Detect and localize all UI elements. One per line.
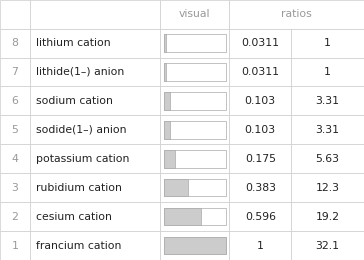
Text: 8: 8 (12, 38, 18, 48)
Bar (0, 0, 30, 29)
Bar (160, 202, 229, 231)
Bar (164, 92, 170, 110)
Text: 0.383: 0.383 (245, 183, 276, 193)
Bar (164, 63, 226, 81)
Text: potassium cation: potassium cation (36, 154, 130, 164)
Bar (0, 202, 30, 231)
Bar (164, 179, 187, 197)
Bar (0, 86, 30, 115)
Text: 12.3: 12.3 (316, 183, 340, 193)
Bar (0, 115, 30, 144)
Text: 5.63: 5.63 (316, 154, 340, 164)
Bar (164, 34, 226, 52)
Bar (30, 173, 160, 202)
Bar (164, 150, 226, 167)
Bar (291, 86, 364, 115)
Bar (291, 231, 364, 260)
Text: 1: 1 (257, 240, 264, 251)
Text: 3.31: 3.31 (316, 125, 340, 135)
Bar (164, 237, 226, 254)
Text: rubidium cation: rubidium cation (36, 183, 122, 193)
Bar (164, 121, 170, 139)
Text: 3: 3 (12, 183, 18, 193)
Bar (30, 231, 160, 260)
Bar (0, 231, 30, 260)
Bar (160, 115, 229, 144)
Bar (160, 57, 229, 86)
Text: francium cation: francium cation (36, 240, 122, 251)
Bar (0, 57, 30, 86)
Bar (229, 86, 291, 115)
Bar (229, 115, 291, 144)
Text: 4: 4 (12, 154, 18, 164)
Text: 7: 7 (12, 67, 18, 77)
Bar (160, 173, 229, 202)
Text: 5: 5 (12, 125, 18, 135)
Bar (229, 173, 291, 202)
Text: 3.31: 3.31 (316, 96, 340, 106)
Bar (291, 173, 364, 202)
Bar (164, 63, 166, 81)
Text: 0.103: 0.103 (245, 125, 276, 135)
Bar (164, 179, 226, 197)
Bar (30, 29, 160, 57)
Bar (291, 144, 364, 173)
Text: cesium cation: cesium cation (36, 212, 112, 222)
Bar (229, 144, 291, 173)
Bar (229, 202, 291, 231)
Text: 0.596: 0.596 (245, 212, 276, 222)
Bar (0, 173, 30, 202)
Bar (30, 202, 160, 231)
Text: lithide(1–) anion: lithide(1–) anion (36, 67, 124, 77)
Bar (291, 202, 364, 231)
Text: 2: 2 (12, 212, 18, 222)
Text: 0.0311: 0.0311 (241, 67, 279, 77)
Text: sodide(1–) anion: sodide(1–) anion (36, 125, 127, 135)
Text: 0.103: 0.103 (245, 96, 276, 106)
Text: 0.175: 0.175 (245, 154, 276, 164)
Bar (30, 115, 160, 144)
Bar (164, 237, 226, 254)
Bar (30, 144, 160, 173)
Text: lithium cation: lithium cation (36, 38, 111, 48)
Bar (164, 121, 226, 139)
Bar (291, 29, 364, 57)
Bar (160, 86, 229, 115)
Text: sodium cation: sodium cation (36, 96, 113, 106)
Bar (229, 57, 291, 86)
Text: 0.0311: 0.0311 (241, 38, 279, 48)
Bar (30, 0, 160, 29)
Text: visual: visual (179, 9, 210, 19)
Text: 6: 6 (12, 96, 18, 106)
Text: 1: 1 (324, 67, 331, 77)
Text: 1: 1 (12, 240, 18, 251)
Bar (160, 29, 229, 57)
Bar (0, 29, 30, 57)
Bar (164, 150, 175, 167)
Bar (229, 0, 364, 29)
Bar (30, 86, 160, 115)
Bar (0, 144, 30, 173)
Bar (164, 34, 166, 52)
Bar (229, 231, 291, 260)
Bar (160, 144, 229, 173)
Text: 1: 1 (324, 38, 331, 48)
Bar (164, 208, 226, 225)
Bar (291, 115, 364, 144)
Bar (164, 208, 201, 225)
Bar (164, 92, 226, 110)
Bar (229, 29, 291, 57)
Text: 32.1: 32.1 (316, 240, 340, 251)
Bar (291, 57, 364, 86)
Bar (30, 57, 160, 86)
Text: ratios: ratios (281, 9, 312, 19)
Bar (160, 231, 229, 260)
Bar (160, 0, 229, 29)
Text: 19.2: 19.2 (316, 212, 340, 222)
